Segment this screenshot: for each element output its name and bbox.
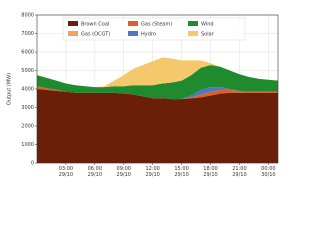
legend-swatch: [68, 31, 78, 36]
x-tick-label: 03:00 29/10: [58, 166, 74, 178]
y-tick-label: 4000: [21, 87, 34, 93]
y-tick-label: 1000: [21, 142, 34, 148]
area: [37, 64, 278, 100]
legend: Brown Coal Gas (Steam) Wind Gas (OCGT) Hydro…: [62, 17, 246, 41]
legend-swatch: [128, 31, 138, 36]
legend-swatch: [188, 31, 198, 36]
chart-svg: Output (MW) 0 1000 2000 3000 4000 5000 6000 700…: [7, 13, 279, 167]
y-tick-label: 8000: [21, 13, 34, 19]
legend-swatch: [68, 21, 78, 26]
x-tick-label: 18:00 29/10: [203, 166, 218, 178]
plot-frame: [36, 14, 279, 164]
legend-swatch: [188, 21, 198, 26]
legend-swatch: [128, 21, 138, 26]
x-tick-label: 12:00 29/10: [145, 166, 160, 178]
area: [37, 86, 278, 100]
legend-box: [62, 17, 246, 41]
y-tick-label: 7000: [21, 31, 34, 37]
area: [37, 86, 278, 100]
x-tick-label: 00:00 30/10: [261, 166, 276, 178]
y-tick-label: 2000: [21, 124, 34, 130]
y-tick-label: 3000: [21, 105, 34, 111]
chart: Output (MW) 0 1000 2000 3000 4000 5000 6000 700…: [7, 13, 279, 178]
x-tick-label: 09:00 29/10: [116, 166, 131, 178]
y-tick-label: 5000: [21, 68, 34, 74]
x-tick-label: 21:00 29/10: [232, 166, 247, 178]
legend-label: Gas (Steam): [141, 22, 172, 28]
legend-label: Solar: [201, 32, 215, 38]
legend-label: Hydro: [141, 32, 156, 38]
legend-label: Gas (OCGT): [81, 32, 110, 38]
area: [37, 89, 278, 163]
legend-label: Brown Coal: [81, 22, 109, 28]
area: [37, 57, 278, 88]
x-tick-label: 06:00 29/10: [87, 166, 103, 178]
y-tick-label: 0: [31, 161, 34, 167]
y-tick-label: 6000: [21, 50, 34, 56]
x-tick-label: 15:00 29/10: [174, 166, 189, 178]
y-axis-label: Output (MW): [7, 73, 13, 105]
legend-label: Wind: [201, 22, 214, 28]
